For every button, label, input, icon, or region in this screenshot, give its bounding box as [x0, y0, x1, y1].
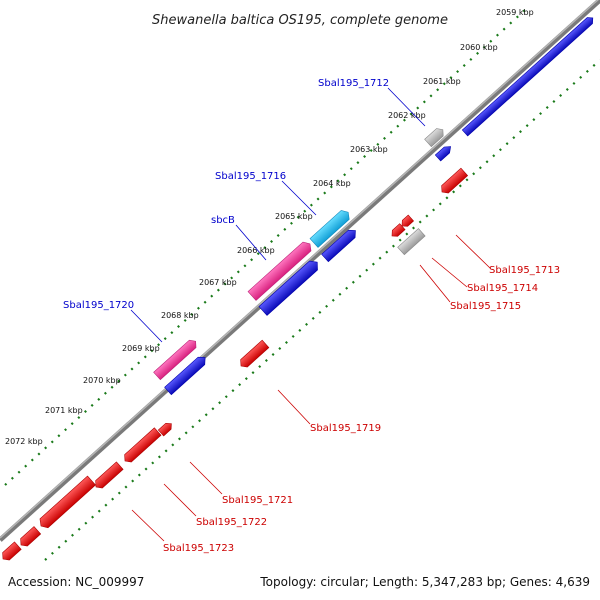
label-leader — [277, 389, 311, 425]
kbp-tick-label: 2072 kbp — [5, 437, 43, 446]
genome-backbone-highlight — [0, 0, 599, 539]
label-leader — [455, 234, 491, 269]
kbp-tick-label: 2060 kbp — [460, 43, 498, 52]
label-leader — [431, 257, 468, 288]
gene-arrow-blue — [434, 146, 451, 162]
gene-label-sbal195-1721[interactable]: Sbal195_1721 — [222, 495, 293, 506]
gene-label-sbal195-1713[interactable]: Sbal195_1713 — [489, 265, 560, 276]
lower-dotted-guide — [44, 59, 600, 561]
kbp-tick-label: 2071 kbp — [45, 406, 83, 415]
gene-label-sbal195-1714[interactable]: Sbal195_1714 — [467, 283, 538, 294]
gene-arrow-red — [391, 223, 406, 237]
label-leader — [131, 509, 165, 542]
gene-arrow-blue — [321, 229, 356, 263]
map-title: Shewanella baltica OS195, complete genom… — [152, 13, 448, 28]
label-leader — [163, 483, 197, 517]
forward-gene-labels: Sbal195_1712 Sbal195_1716 sbcB Sbal195_1… — [63, 78, 426, 343]
reverse-strand-genes — [2, 167, 469, 561]
gene-arrow-red — [39, 475, 96, 529]
forward-strand-genes — [153, 17, 594, 396]
gene-arrow-pink — [153, 339, 197, 381]
gene-arrow-cyan — [309, 210, 350, 248]
upper-dotted-guide — [4, 9, 526, 486]
gene-arrow-blue — [164, 356, 206, 396]
reverse-gene-labels: Sbal195_1713 Sbal195_1714 Sbal195_1715 S… — [131, 234, 560, 554]
kbp-tick-label: 2064 kbp — [313, 179, 351, 188]
kbp-tick-label: 2062 kbp — [388, 111, 426, 120]
gene-arrow-red — [124, 427, 162, 463]
gene-arrow-red — [2, 541, 22, 561]
kbp-scale: 2059 kbp 2060 kbp 2061 kbp 2062 kbp 2063… — [5, 8, 534, 446]
gene-arrow-red — [157, 423, 172, 437]
gene-label-sbal195-1722[interactable]: Sbal195_1722 — [196, 517, 267, 528]
gene-label-sbcb[interactable]: sbcB — [211, 215, 235, 226]
kbp-tick-label: 2070 kbp — [83, 376, 121, 385]
label-leader — [235, 224, 267, 261]
gene-arrow-blue — [258, 260, 318, 316]
gene-label-sbal195-1723[interactable]: Sbal195_1723 — [163, 543, 234, 554]
kbp-tick-label: 2065 kbp — [275, 212, 313, 221]
kbp-tick-label: 2066 kbp — [237, 246, 275, 255]
kbp-tick-label: 2061 kbp — [423, 77, 461, 86]
label-leader — [281, 180, 317, 216]
kbp-tick-label: 2059 kbp — [496, 8, 534, 17]
gene-arrow-red — [20, 526, 42, 547]
accession-text: Accession: NC_009997 — [8, 575, 144, 589]
gene-arrow-red — [240, 339, 270, 368]
gene-arrow-pink — [247, 241, 312, 301]
gene-label-sbal195-1720[interactable]: Sbal195_1720 — [63, 300, 134, 311]
kbp-tick-label: 2067 kbp — [199, 278, 237, 287]
gene-arrow-blue — [461, 17, 594, 137]
gene-arrow-red — [401, 214, 415, 227]
kbp-tick-label: 2063 kbp — [350, 145, 388, 154]
label-leader — [189, 461, 223, 495]
label-leader — [419, 264, 451, 303]
kbp-tick-label: 2069 kbp — [122, 344, 160, 353]
kbp-tick-label: 2068 kbp — [161, 311, 199, 320]
label-leader — [387, 87, 426, 127]
label-leader — [130, 309, 163, 343]
genome-stats-text: Topology: circular; Length: 5,347,283 bp… — [259, 575, 590, 589]
gene-arrow-red — [95, 461, 124, 489]
gene-label-sbal195-1719[interactable]: Sbal195_1719 — [310, 423, 381, 434]
gene-arrow-gray — [397, 228, 426, 256]
gene-arrow-red — [441, 167, 469, 194]
gene-arrow-gray — [424, 128, 444, 148]
gene-label-sbal195-1712[interactable]: Sbal195_1712 — [318, 78, 389, 89]
gene-label-sbal195-1716[interactable]: Sbal195_1716 — [215, 171, 286, 182]
gene-label-sbal195-1715[interactable]: Sbal195_1715 — [450, 301, 521, 312]
